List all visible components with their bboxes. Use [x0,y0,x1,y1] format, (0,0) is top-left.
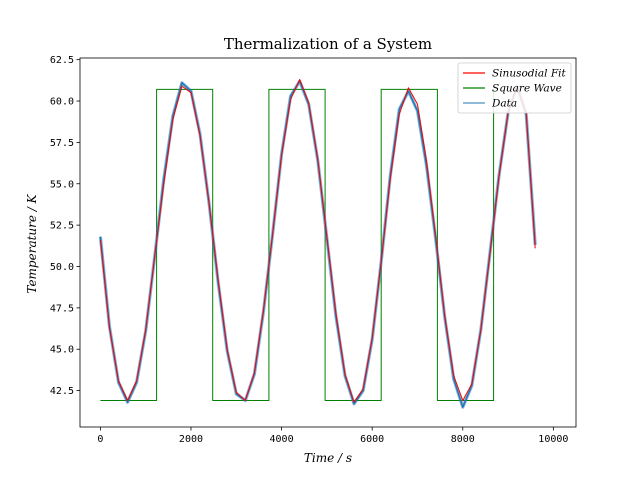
y-tick-label: 62.5 [50,55,74,66]
series-square-wave-line [100,88,495,401]
legend-label-sinusodial-fit: Sinusodial Fit [492,68,566,80]
axes: 0 2000 4000 6000 8000 10000 42.5 45.0 47.5 50.0 52… [50,55,577,445]
series-sinusodial-fit-line [99,79,536,403]
y-tick-label: 50.0 [50,262,74,273]
legend: Sinusodial Fit Square Wave Data [457,62,572,114]
x-tick-label: 6000 [360,434,384,445]
x-axis-label: Time / s [304,451,352,465]
x-tick-label: 0 [97,434,103,445]
axes-frame [79,57,577,428]
y-axis-label: Temperature / K [25,193,39,293]
y-tick-label: 57.5 [50,138,74,149]
legend-box [457,62,572,114]
y-tick-label: 60.0 [50,97,74,108]
legend-label-data: Data [491,98,517,110]
plot-area [98,79,537,409]
chart-title: Thermalization of a System [224,35,432,53]
y-tick-label: 42.5 [50,386,74,397]
y-tick-label: 55.0 [50,179,74,190]
y-tick-label: 45.0 [50,345,74,356]
x-tick-label: 2000 [179,434,203,445]
legend-label-square-wave: Square Wave [492,83,562,95]
x-tick-label: 4000 [270,434,294,445]
x-tick-label: 8000 [451,434,475,445]
x-tick-label: 10000 [538,434,568,445]
y-tick-label: 47.5 [50,303,74,314]
y-tick-label: 52.5 [50,221,74,232]
